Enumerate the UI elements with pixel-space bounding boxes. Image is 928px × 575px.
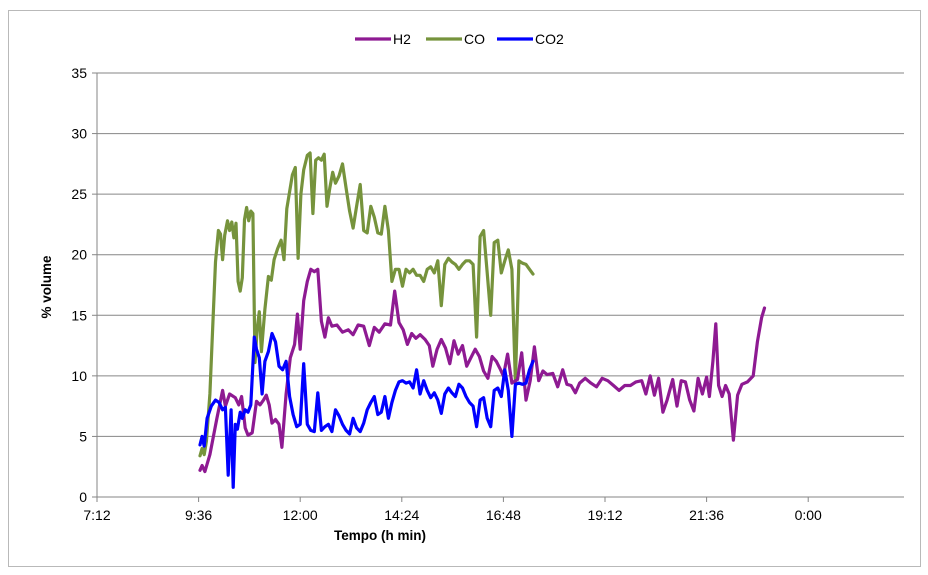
- series-line-co: [198, 151, 535, 458]
- series-lines: [198, 151, 767, 489]
- y-tick-label: 30: [71, 126, 87, 142]
- y-tick-label: 15: [71, 307, 87, 323]
- x-tick-label: 7:12: [83, 507, 110, 523]
- x-tick-label: 12:00: [283, 507, 318, 523]
- x-tick-label: 16:48: [486, 507, 521, 523]
- legend-item-co: CO: [426, 31, 485, 47]
- y-tick-label: 20: [71, 247, 87, 263]
- y-tick-label: 0: [79, 489, 87, 505]
- series-line-h2: [198, 267, 767, 474]
- x-tick-label: 9:36: [185, 507, 212, 523]
- legend: H2 CO CO2: [355, 31, 564, 47]
- x-tick-labels: 7:12 9:36 12:00 14:24 16:48 19:12 21:36 0:00: [83, 507, 822, 523]
- legend-label: H2: [393, 31, 411, 47]
- axes: [96, 73, 904, 502]
- line-chart: 0 5 10 15 20 25 30 35 7:12 9:36 12:00 14:24 16:48 19…: [39, 31, 904, 543]
- series-line-co2: [198, 331, 535, 489]
- x-tick-label: 14:24: [384, 507, 419, 523]
- x-tick-label: 19:12: [587, 507, 622, 523]
- chart-area: 0 5 10 15 20 25 30 35 7:12 9:36 12:00 14:24 16:48 19…: [8, 10, 921, 567]
- y-tick-label: 35: [71, 65, 87, 81]
- x-axis-title: Tempo (h min): [334, 528, 426, 543]
- legend-item-co2: CO2: [497, 31, 564, 47]
- x-tick-label: 0:00: [795, 507, 822, 523]
- legend-item-h2: H2: [355, 31, 411, 47]
- legend-label: CO2: [535, 31, 564, 47]
- y-tick-label: 5: [79, 428, 87, 444]
- legend-label: CO: [464, 31, 485, 47]
- y-tick-label: 10: [71, 368, 87, 384]
- y-tick-label: 25: [71, 186, 87, 202]
- x-tick-label: 21:36: [689, 507, 724, 523]
- y-axis-title: % volume: [39, 255, 54, 319]
- y-tick-labels: 0 5 10 15 20 25 30 35: [71, 65, 87, 505]
